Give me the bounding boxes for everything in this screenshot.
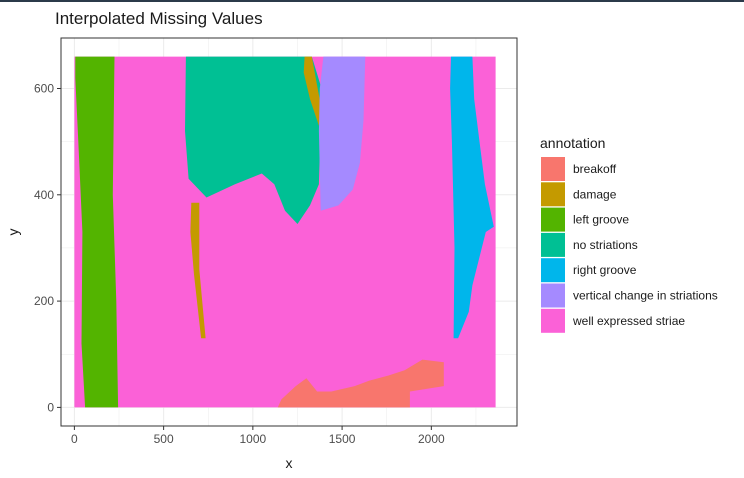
- legend: annotation breakoff damage left groove no s…: [540, 135, 718, 333]
- legend-swatch: [541, 157, 565, 181]
- annotation-regions: [74, 56, 496, 408]
- legend-label: breakoff: [573, 162, 617, 176]
- region-no-striations: [185, 56, 322, 224]
- legend-item: vertical change in striations: [541, 283, 718, 308]
- region-right-groove: [450, 56, 494, 339]
- top-border: [0, 0, 744, 2]
- panel-border: [60, 37, 518, 427]
- legend-item: well expressed striae: [541, 308, 685, 333]
- x-tick-label: 1500: [329, 432, 356, 446]
- legend-item: left groove: [541, 207, 629, 232]
- region-vertical-change-in-striations: [318, 56, 366, 211]
- legend-label: damage: [573, 187, 617, 201]
- y-tick-label: 400: [34, 188, 54, 202]
- y-axis: 0 200 400 600: [34, 81, 61, 414]
- region-breakoff: [277, 359, 444, 408]
- legend-label: vertical change in striations: [573, 289, 718, 303]
- plot-panel: [60, 37, 518, 427]
- legend-items: breakoff damage left groove no striations ri…: [541, 157, 718, 333]
- legend-label: left groove: [573, 213, 629, 227]
- legend-swatch: [541, 258, 565, 283]
- x-tick-label: 1000: [240, 432, 267, 446]
- region-well-expressed-striae: [74, 56, 496, 408]
- legend-swatch: [541, 207, 565, 232]
- region-left-groove: [75, 56, 119, 408]
- legend-item: right groove: [541, 258, 637, 283]
- legend-label: no striations: [573, 238, 638, 252]
- region-damage: [190, 202, 206, 339]
- x-axis-title: x: [286, 455, 293, 471]
- chart-title: Interpolated Missing Values: [55, 9, 263, 28]
- legend-item: damage: [541, 182, 617, 207]
- y-axis-title: y: [5, 229, 21, 236]
- y-tick-label: 0: [47, 400, 54, 414]
- legend-swatch: [541, 283, 565, 308]
- y-tick-label: 600: [34, 81, 54, 95]
- legend-item: no striations: [541, 232, 638, 257]
- legend-swatch: [541, 232, 565, 257]
- legend-label: well expressed striae: [572, 314, 685, 328]
- x-tick-label: 2000: [418, 432, 445, 446]
- legend-swatch: [541, 182, 565, 207]
- legend-item: breakoff: [541, 157, 617, 181]
- x-tick-label: 0: [71, 432, 78, 446]
- region-damage: [303, 56, 322, 126]
- y-tick-label: 200: [34, 294, 54, 308]
- x-axis: 0 500 1000 1500 2000: [71, 426, 445, 446]
- legend-swatch: [541, 308, 565, 333]
- legend-title: annotation: [540, 135, 605, 151]
- legend-label: right groove: [573, 263, 637, 277]
- x-tick-label: 500: [154, 432, 174, 446]
